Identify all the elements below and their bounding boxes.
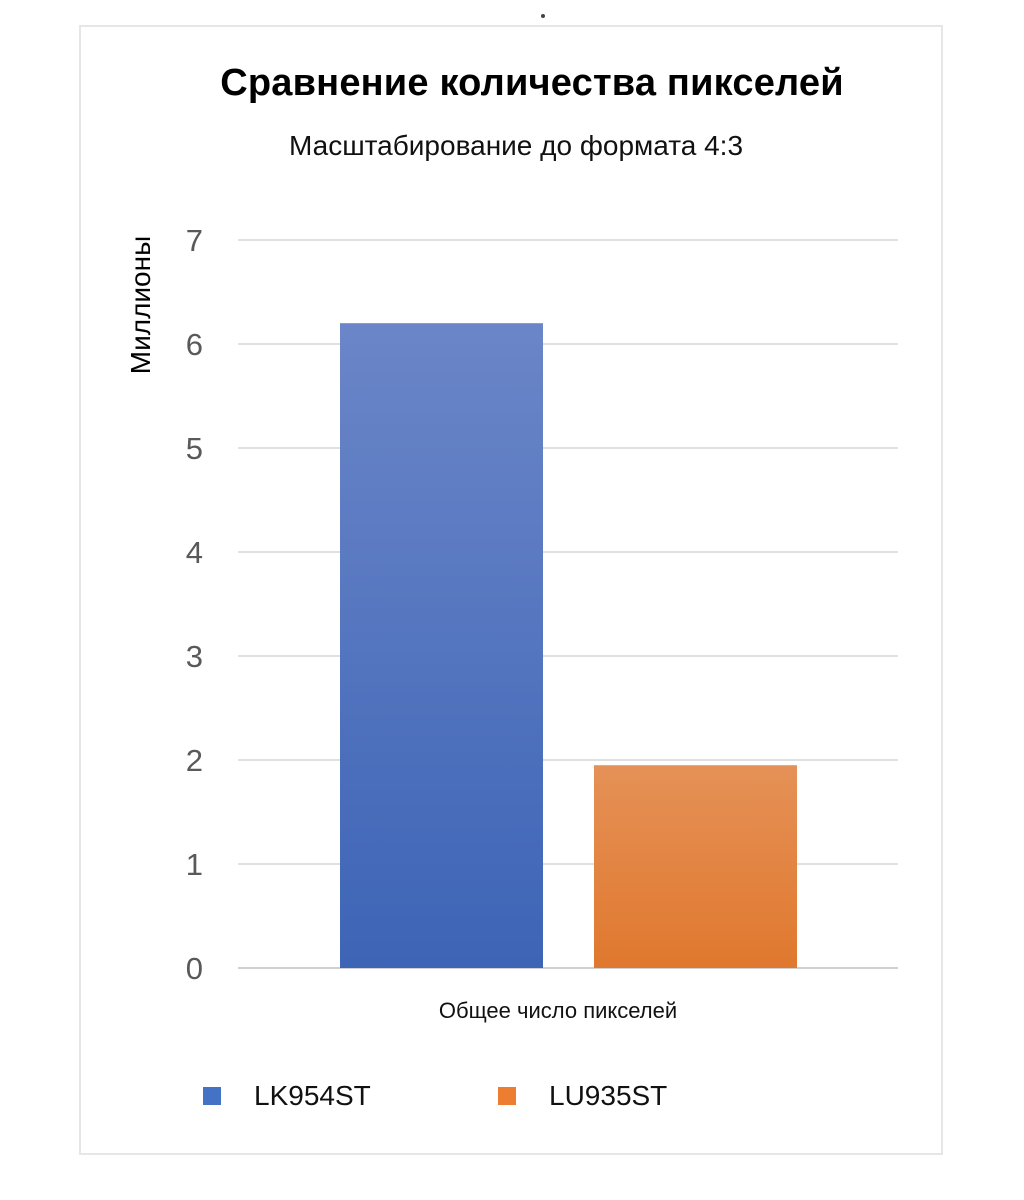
y-tick-label-3: 3 — [186, 639, 203, 674]
y-tick-label-0: 0 — [186, 951, 203, 986]
legend-swatch-lu935st — [498, 1087, 516, 1105]
bar-lk954st — [340, 323, 543, 968]
legend-swatch-lk954st — [203, 1087, 221, 1105]
y-tick-label-2: 2 — [186, 743, 203, 778]
legend-label-lk954st: LK954ST — [254, 1080, 371, 1111]
legend-item-lk954st: LK954ST — [203, 1080, 371, 1112]
legend-item-lu935st: LU935ST — [498, 1080, 667, 1112]
y-tick-label-7: 7 — [186, 223, 203, 258]
y-tick-label-5: 5 — [186, 431, 203, 466]
y-tick-label-1: 1 — [186, 847, 203, 882]
legend-label-lu935st: LU935ST — [549, 1080, 668, 1111]
top-dot — [541, 14, 545, 18]
chart-title: Сравнение количества пикселей — [220, 62, 844, 104]
chart-subtitle: Масштабирование до формата 4:3 — [288, 130, 744, 161]
legend: LK954ST LU935ST — [0, 1080, 1024, 1120]
x-axis-label: Общее число пикселей — [438, 998, 678, 1023]
y-tick-label-6: 6 — [186, 327, 203, 362]
y-tick-label-4: 4 — [186, 535, 203, 570]
bar-lu935st — [594, 765, 797, 968]
